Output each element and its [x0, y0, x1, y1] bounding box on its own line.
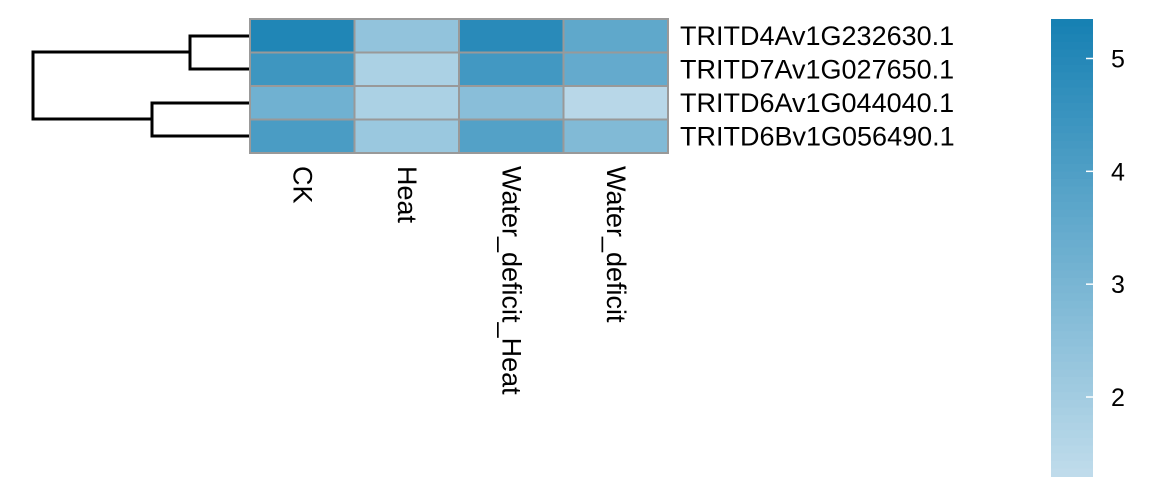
colorbar-tick-label: 3 — [1111, 271, 1125, 299]
dendrogram-branch-bottom — [150, 101, 250, 138]
colorbar-tick-label: 4 — [1111, 158, 1125, 186]
colorbar-segment — [1051, 133, 1093, 142]
colorbar-segment — [1051, 285, 1093, 295]
colorbar-segment — [1051, 26, 1093, 36]
dendrogram-branch-root — [31, 50, 190, 121]
heatmap-cell — [353, 85, 460, 121]
row-dendrogram — [31, 34, 250, 138]
colorbar-segment — [1051, 369, 1093, 378]
colorbar-segment — [1051, 346, 1093, 356]
colorbar-segment — [1051, 64, 1093, 74]
colorbar-segment — [1051, 445, 1093, 455]
colorbar-segment — [1051, 95, 1093, 104]
colorbar-segment — [1051, 41, 1093, 51]
colorbar-segment — [1051, 49, 1093, 59]
heatmap-cell — [353, 18, 460, 54]
column-labels: CK Heat Water_deficit_Heat Water_deficit — [287, 166, 631, 395]
heatmap-cell — [458, 18, 565, 54]
colorbar-segment — [1051, 140, 1093, 150]
column-label: CK — [287, 166, 317, 204]
colorbar-segment — [1051, 331, 1093, 340]
colorbar-segment — [1051, 102, 1093, 112]
row-label: TRITD6Bv1G056490.1 — [680, 121, 955, 151]
heatmap-cell — [562, 118, 669, 154]
colorbar-segment — [1051, 354, 1093, 363]
heatmap-cell — [458, 118, 565, 154]
heatmap-cell — [249, 51, 356, 87]
row-label: TRITD7Av1G027650.1 — [680, 54, 954, 84]
colorbar-segment — [1051, 460, 1093, 470]
colorbar-segment — [1051, 57, 1093, 66]
colorbar-segment — [1051, 293, 1093, 302]
colorbar-segment — [1051, 399, 1093, 409]
colorbar: 2 3 4 5 — [1051, 19, 1125, 477]
column-label: Water_deficit_Heat — [496, 166, 526, 395]
column-label: Heat — [392, 166, 422, 224]
heatmap-cell — [458, 85, 565, 121]
colorbar-segment — [1051, 361, 1093, 371]
colorbar-segment — [1051, 217, 1093, 226]
dendrogram-branch-top — [188, 34, 250, 71]
colorbar-segment — [1051, 422, 1093, 432]
heatmap-cell — [562, 18, 669, 54]
colorbar-segment — [1051, 392, 1093, 401]
colorbar-segment — [1051, 232, 1093, 241]
colorbar-segment — [1051, 201, 1093, 211]
colorbar-segment — [1051, 323, 1093, 333]
heatmap-cell — [353, 51, 460, 87]
colorbar-segment — [1051, 110, 1093, 120]
colorbar-segment — [1051, 316, 1093, 325]
colorbar-segment — [1051, 277, 1093, 287]
colorbar-segment — [1051, 437, 1093, 447]
colorbar-segment — [1051, 148, 1093, 158]
column-label: Water_deficit — [601, 166, 631, 323]
heatmap-cell — [249, 85, 356, 121]
heatmap-cell — [458, 51, 565, 87]
colorbar-segment — [1051, 308, 1093, 318]
colorbar-segment — [1051, 34, 1093, 43]
colorbar-tick-label: 2 — [1111, 384, 1125, 412]
colorbar-segment — [1051, 194, 1093, 203]
colorbar-segment — [1051, 300, 1093, 310]
colorbar-segment — [1051, 239, 1093, 249]
colorbar-segment — [1051, 384, 1093, 394]
colorbar-segment — [1051, 163, 1093, 173]
heatmap-cells — [249, 18, 669, 154]
colorbar-segment — [1051, 407, 1093, 417]
colorbar-segment — [1051, 79, 1093, 89]
row-label: TRITD4Av1G232630.1 — [680, 21, 954, 51]
heatmap-cell — [249, 118, 356, 154]
heatmap-cell — [249, 18, 356, 54]
colorbar-segment — [1051, 453, 1093, 462]
colorbar-segment — [1051, 430, 1093, 439]
colorbar-segment — [1051, 270, 1093, 279]
colorbar-tick-label: 5 — [1111, 45, 1125, 73]
heatmap-cell — [562, 51, 669, 87]
colorbar-segment — [1051, 186, 1093, 196]
row-label: TRITD6Av1G044040.1 — [680, 88, 954, 118]
colorbar-segment — [1051, 171, 1093, 180]
colorbar-segment — [1051, 87, 1093, 97]
colorbar-segment — [1051, 376, 1093, 386]
colorbar-segment — [1051, 118, 1093, 127]
colorbar-segment — [1051, 247, 1093, 257]
colorbar-segment — [1051, 156, 1093, 165]
heatmap-cell — [562, 85, 669, 121]
colorbar-segment — [1051, 209, 1093, 219]
colorbar-segment — [1051, 72, 1093, 81]
colorbar-segment — [1051, 338, 1093, 348]
colorbar-segment — [1051, 468, 1093, 477]
colorbar-segment — [1051, 19, 1093, 28]
colorbar-segment — [1051, 224, 1093, 234]
colorbar-segment — [1051, 178, 1093, 188]
heatmap-cell — [353, 118, 460, 154]
colorbar-segment — [1051, 262, 1093, 272]
colorbar-segment — [1051, 255, 1093, 264]
colorbar-segment — [1051, 415, 1093, 424]
colorbar-segment — [1051, 125, 1093, 135]
